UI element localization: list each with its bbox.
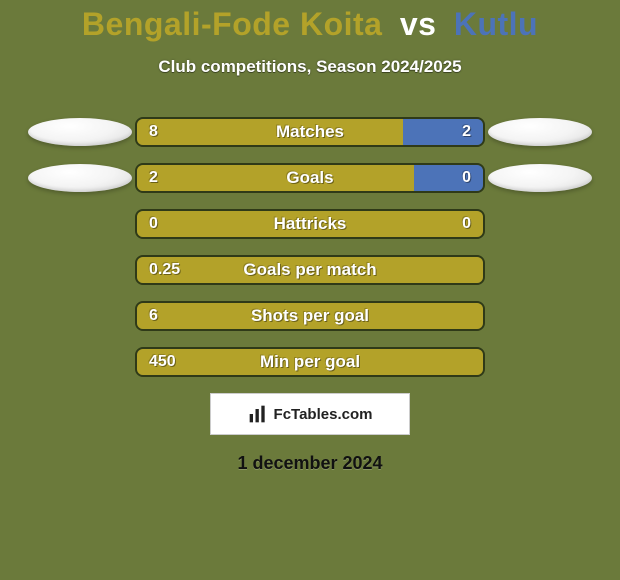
value-player1: 6: [137, 307, 170, 325]
bar-segment-player1: 6: [137, 303, 483, 329]
value-player1: 0.25: [137, 261, 192, 279]
bar-segment-player1: 2: [137, 165, 414, 191]
stat-rows: 82Matches20Goals00Hattricks0.25Goals per…: [0, 117, 620, 377]
value-player1: 0: [137, 215, 170, 233]
stat-bar: 82Matches: [135, 117, 485, 147]
stat-row: 450Min per goal: [0, 347, 620, 377]
stat-row: 00Hattricks: [0, 209, 620, 239]
title-vs: vs: [400, 6, 437, 42]
stat-bar: 0.25Goals per match: [135, 255, 485, 285]
soccer-ball-icon: [28, 118, 132, 146]
stat-row: 20Goals: [0, 163, 620, 193]
bar-segment-player1: 8: [137, 119, 403, 145]
title-player1: Bengali-Fode Koita: [82, 6, 383, 42]
attribution-badge: FcTables.com: [210, 393, 410, 435]
page-title: Bengali-Fode Koita vs Kutlu: [0, 6, 620, 43]
stat-bar: 20Goals: [135, 163, 485, 193]
stat-bar: 450Min per goal: [135, 347, 485, 377]
value-player2: 2: [450, 123, 483, 141]
stat-bar: 6Shots per goal: [135, 301, 485, 331]
value-player1: 450: [137, 353, 188, 371]
stat-row: 82Matches: [0, 117, 620, 147]
soccer-ball-icon: [488, 118, 592, 146]
stat-row: 0.25Goals per match: [0, 255, 620, 285]
subtitle: Club competitions, Season 2024/2025: [0, 57, 620, 77]
right-ball-slot: [485, 118, 595, 146]
bar-segment-player1: 450: [137, 349, 483, 375]
bar-segment-player1: 0.25: [137, 257, 483, 283]
value-player2: 0: [450, 215, 483, 233]
attribution-text: FcTables.com: [274, 406, 373, 423]
bar-segment-player1: 0: [137, 211, 483, 237]
left-ball-slot: [25, 118, 135, 146]
stat-bar: 00Hattricks: [135, 209, 485, 239]
value-player1: 8: [137, 123, 170, 141]
comparison-card: Bengali-Fode Koita vs Kutlu Club competi…: [0, 0, 620, 580]
value-player2: 0: [450, 169, 483, 187]
value-player1: 2: [137, 169, 170, 187]
left-ball-slot: [25, 164, 135, 192]
right-ball-slot: [485, 164, 595, 192]
stat-row: 6Shots per goal: [0, 301, 620, 331]
date-label: 1 december 2024: [0, 453, 620, 474]
chart-icon: [248, 404, 268, 424]
soccer-ball-icon: [488, 164, 592, 192]
soccer-ball-icon: [28, 164, 132, 192]
title-player2: Kutlu: [454, 6, 538, 42]
bar-segment-player2: 2: [403, 119, 483, 145]
bar-segment-player2: 0: [414, 165, 483, 191]
